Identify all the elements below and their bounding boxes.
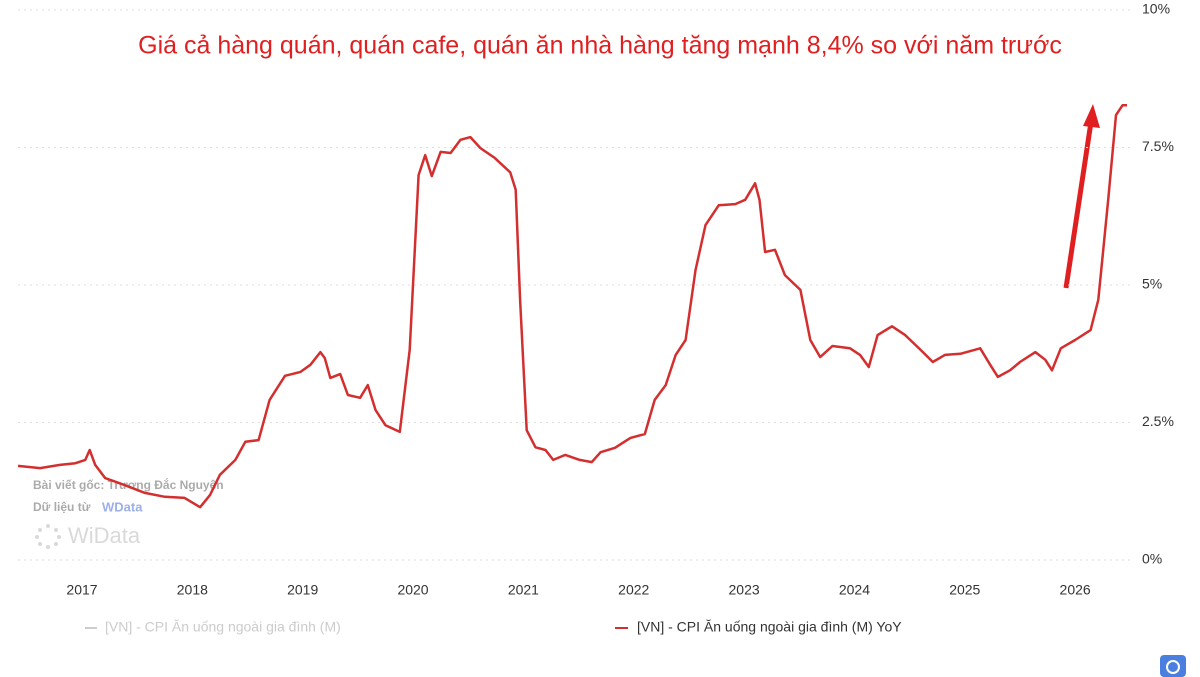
chart-title: Giá cả hàng quán, quán cafe, quán ăn nhà… <box>138 32 1062 60</box>
x-tick-label: 2018 <box>177 582 208 598</box>
y-tick-label: 5% <box>1142 276 1162 292</box>
x-tick-label: 2023 <box>729 582 760 598</box>
data-line <box>17 103 1127 509</box>
watermark-author: Bài viết gốc: Trương Đắc Nguyên <box>33 477 224 492</box>
y-tick-label: 10% <box>1142 1 1170 17</box>
x-tick-label: 2019 <box>287 582 318 598</box>
x-tick-label: 2022 <box>618 582 649 598</box>
x-tick-label: 2026 <box>1060 582 1091 598</box>
y-tick-label: 7.5% <box>1142 138 1174 154</box>
watermark-brand: WiData <box>68 523 141 548</box>
legend-label: [VN] - CPI Ăn uống ngoài gia đình (M) Yo… <box>637 619 902 635</box>
brand-icon <box>35 524 61 549</box>
annotation-arrow <box>1063 104 1100 289</box>
watermark: Bài viết gốc: Trương Đắc Nguyên Dữ liệu … <box>33 477 224 549</box>
y-tick-label: 2.5% <box>1142 413 1174 429</box>
x-tick-label: 2024 <box>839 582 870 598</box>
refresh-button[interactable] <box>1160 655 1186 677</box>
x-tick-label: 2017 <box>66 582 97 598</box>
x-tick-label: 2025 <box>949 582 980 598</box>
x-tick-label: 2021 <box>508 582 539 598</box>
watermark-logo: WData <box>102 499 143 514</box>
y-tick-label: 0% <box>1142 551 1162 567</box>
x-tick-label: 2020 <box>397 582 428 598</box>
legend-label-inactive: [VN] - CPI Ăn uống ngoài gia đình (M) <box>105 619 341 635</box>
watermark-source: Dữ liệu từ <box>33 500 91 514</box>
